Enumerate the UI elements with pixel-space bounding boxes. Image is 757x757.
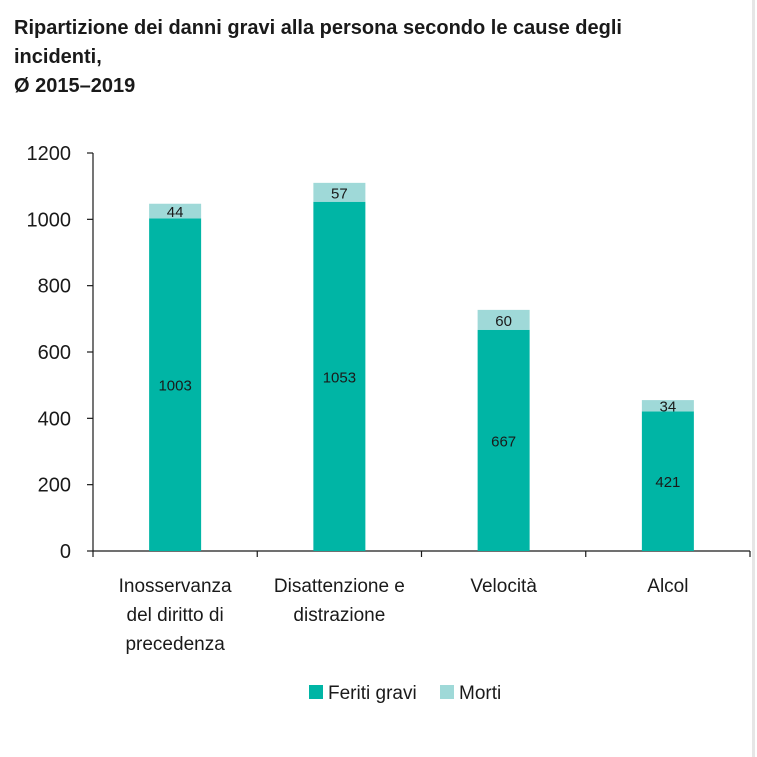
- legend-label-morti: Morti: [459, 683, 501, 704]
- right-border: [752, 0, 755, 757]
- y-tick-label: 0: [60, 541, 71, 563]
- data-label-morti: 57: [331, 185, 348, 202]
- data-label-feriti-gravi: 1053: [323, 369, 356, 386]
- x-category-label-line: Velocità: [470, 576, 537, 597]
- data-label-morti: 44: [167, 204, 184, 221]
- y-axis: 0 200 400 600 800 1000 1200: [27, 143, 94, 563]
- x-category-label-line: precedenza: [125, 634, 225, 655]
- y-tick-label: 800: [38, 276, 71, 298]
- bar-morti: [477, 309, 530, 330]
- y-tick-label: 600: [38, 342, 71, 364]
- legend-swatch-morti: [440, 685, 454, 699]
- bar-feriti-gravi: [477, 329, 530, 551]
- y-tick-label: 400: [38, 408, 71, 430]
- data-label-morti: 60: [495, 313, 512, 330]
- x-category-label-line: Disattenzione e: [274, 576, 405, 597]
- x-category-label: Alcol: [647, 576, 688, 597]
- chart-title-line-2: Ø 2015–2019: [14, 75, 136, 97]
- legend: Feriti gravi Morti: [309, 683, 501, 704]
- x-category-label: Inosservanza del diritto di precedenza: [119, 576, 232, 655]
- x-category-label-line: Inosservanza: [119, 576, 232, 597]
- x-category-label-line: distrazione: [293, 605, 385, 626]
- legend-label-feriti-gravi: Feriti gravi: [328, 683, 417, 704]
- y-tick-label: 1000: [27, 209, 72, 231]
- data-label-feriti-gravi: 1003: [158, 378, 191, 395]
- x-category-label-line: del diritto di: [127, 605, 224, 626]
- x-category-label: Velocità: [470, 576, 537, 597]
- bar-morti: [313, 182, 366, 202]
- x-category-label: Disattenzione e distrazione: [274, 576, 405, 626]
- data-label-morti: 34: [660, 399, 677, 416]
- bar-morti: [149, 203, 202, 219]
- bar-feriti-gravi: [313, 201, 366, 551]
- x-category-label-line: Alcol: [647, 576, 688, 597]
- chart-title-line-1: Ripartizione dei danni gravi alla person…: [14, 17, 622, 68]
- data-label-feriti-gravi: 421: [655, 474, 680, 491]
- bars: [149, 182, 694, 552]
- bar-feriti-gravi: [149, 218, 202, 552]
- y-tick-label: 200: [38, 475, 71, 497]
- data-label-feriti-gravi: 667: [491, 433, 516, 450]
- legend-swatch-feriti-gravi: [309, 685, 323, 699]
- data-labels: 1003 44 1053 57 667 60 421 34: [158, 185, 680, 491]
- y-tick-label: 1200: [27, 143, 72, 165]
- x-axis: Inosservanza del diritto di precedenza Disa…: [92, 550, 751, 655]
- chart-title: Ripartizione dei danni gravi alla person…: [14, 14, 714, 101]
- bar-feriti-gravi: [641, 411, 694, 551]
- bar-morti: [641, 400, 694, 412]
